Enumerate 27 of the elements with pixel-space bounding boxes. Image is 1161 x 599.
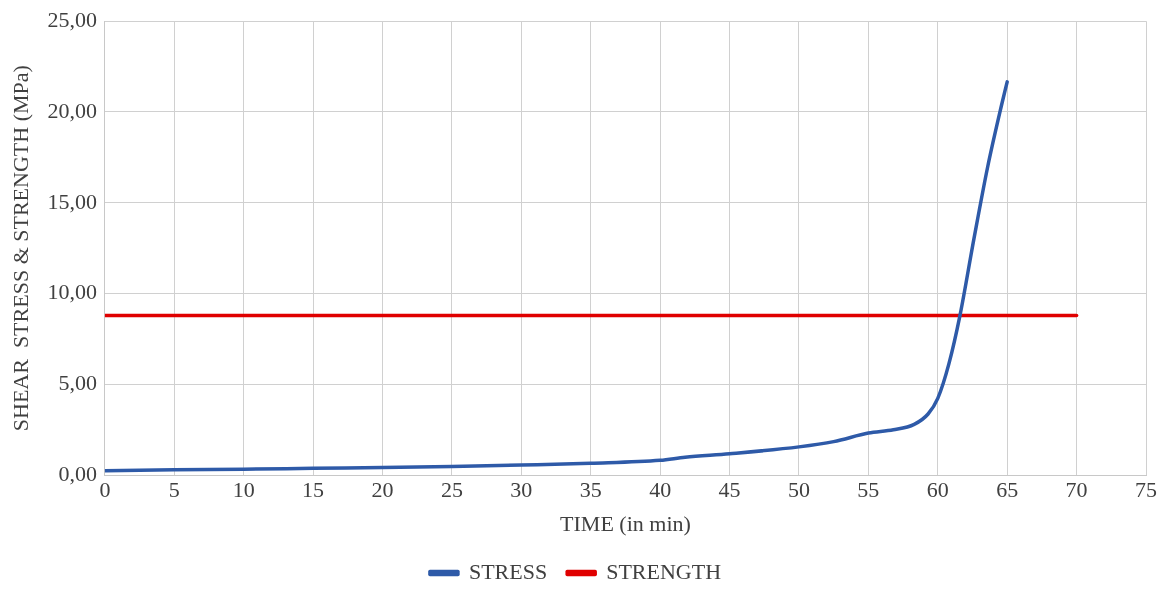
x-tick-label: 60: [926, 477, 949, 503]
x-tick-label: 70: [1065, 477, 1088, 503]
x-tick-label: 75: [1135, 477, 1157, 503]
x-tick-label: 40: [649, 477, 672, 503]
x-tick-label: 15: [302, 477, 325, 503]
legend-label: STRESS: [468, 558, 548, 584]
y-tick-label: 25,00: [47, 6, 97, 32]
y-tick-label: 0,00: [58, 460, 97, 486]
y-tick-label: 5,00: [58, 370, 97, 396]
y-tick-label: 10,00: [47, 279, 97, 305]
legend-label: STRENGTH: [606, 558, 722, 584]
y-axis-title: SHEAR STRESS & STRENGTH (MPa): [7, 65, 33, 432]
x-tick-label: 30: [510, 477, 533, 503]
x-tick-label: 50: [787, 477, 810, 503]
x-tick-label: 20: [371, 477, 394, 503]
x-tick-label: 0: [99, 477, 111, 503]
x-tick-label: 55: [857, 477, 880, 503]
x-tick-label: 10: [232, 477, 255, 503]
x-tick-label: 25: [440, 477, 463, 503]
y-tick-label: 15,00: [47, 188, 97, 214]
y-tick-label: 20,00: [47, 97, 97, 123]
line-series: [104, 80, 1009, 473]
x-axis-title: TIME (in min): [560, 510, 691, 536]
x-tick-label: 35: [579, 477, 602, 503]
x-tick-label: 45: [718, 477, 741, 503]
x-tick-label: 5: [168, 477, 180, 503]
x-tick-label: 65: [996, 477, 1019, 503]
